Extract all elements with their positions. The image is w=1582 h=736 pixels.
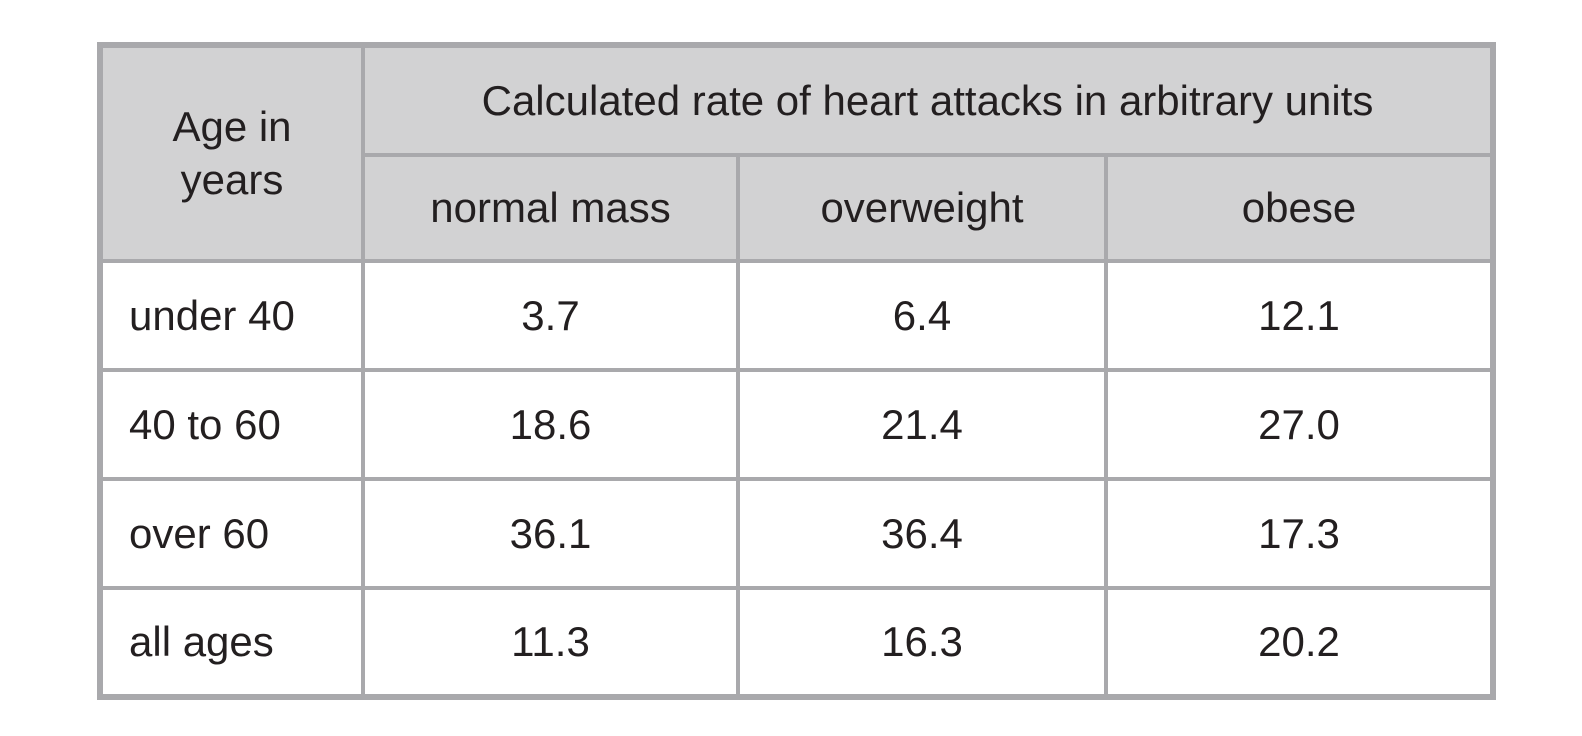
value-all-ages-normal-mass: 11.3 xyxy=(361,586,740,699)
value-over-60-obese: 17.3 xyxy=(1104,477,1495,590)
heart-attack-rate-table: Age in years Calculated rate of heart at… xyxy=(97,42,1496,700)
corner-header-age-in-years: Age in years xyxy=(98,43,365,263)
value-all-ages-obese: 20.2 xyxy=(1104,586,1495,699)
heart-attack-rate-table-wrapper: Age in years Calculated rate of heart at… xyxy=(97,42,1496,700)
value-40-to-60-normal-mass: 18.6 xyxy=(361,368,740,481)
row-label-40-to-60: 40 to 60 xyxy=(98,368,365,481)
table-row: 40 to 60 18.6 21.4 27.0 xyxy=(98,368,1495,481)
column-header-normal-mass: normal mass xyxy=(361,153,740,263)
value-40-to-60-obese: 27.0 xyxy=(1104,368,1495,481)
value-40-to-60-overweight: 21.4 xyxy=(736,368,1108,481)
value-under-40-obese: 12.1 xyxy=(1104,259,1495,372)
row-label-under-40: under 40 xyxy=(98,259,365,372)
value-under-40-normal-mass: 3.7 xyxy=(361,259,740,372)
table-row: under 40 3.7 6.4 12.1 xyxy=(98,259,1495,372)
column-header-overweight: overweight xyxy=(736,153,1108,263)
row-label-over-60: over 60 xyxy=(98,477,365,590)
group-header-calculated-rate: Calculated rate of heart attacks in arbi… xyxy=(361,43,1495,157)
table-header-row-categories: normal mass overweight obese xyxy=(100,153,1495,263)
column-header-obese: obese xyxy=(1104,153,1495,263)
table-row: all ages 11.3 16.3 20.2 xyxy=(98,586,1495,699)
value-under-40-overweight: 6.4 xyxy=(736,259,1108,372)
row-label-all-ages: all ages xyxy=(98,586,365,699)
table-header-row-group: Age in years Calculated rate of heart at… xyxy=(98,43,1495,263)
value-over-60-normal-mass: 36.1 xyxy=(361,477,740,590)
table-row: over 60 36.1 36.4 17.3 xyxy=(98,477,1495,590)
value-all-ages-overweight: 16.3 xyxy=(736,586,1108,699)
value-over-60-overweight: 36.4 xyxy=(736,477,1108,590)
